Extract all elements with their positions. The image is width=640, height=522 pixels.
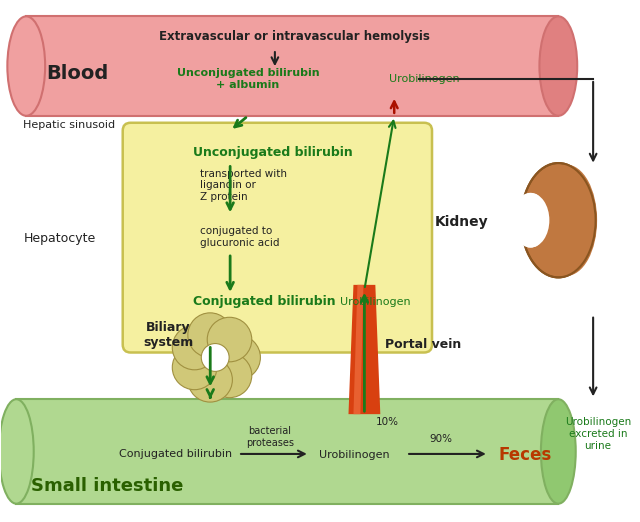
Ellipse shape — [540, 16, 577, 116]
Text: Hepatic sinusoid: Hepatic sinusoid — [23, 120, 115, 130]
FancyBboxPatch shape — [123, 123, 432, 352]
Text: 90%: 90% — [429, 434, 452, 444]
Text: Feces: Feces — [499, 446, 552, 464]
Circle shape — [188, 313, 232, 358]
Ellipse shape — [0, 399, 34, 504]
Ellipse shape — [511, 193, 549, 247]
Text: Urobilinogen
excreted in
urine: Urobilinogen excreted in urine — [565, 418, 631, 450]
Text: transported with
ligandin or
Z protein: transported with ligandin or Z protein — [200, 169, 287, 202]
Text: bacterial
proteases: bacterial proteases — [246, 426, 294, 448]
Text: Unconjugated bilirubin
+ albumin: Unconjugated bilirubin + albumin — [177, 68, 319, 90]
Circle shape — [216, 335, 260, 379]
Ellipse shape — [541, 399, 576, 504]
Text: Kidney: Kidney — [435, 215, 489, 229]
Text: Unconjugated bilirubin: Unconjugated bilirubin — [193, 146, 353, 159]
Ellipse shape — [521, 163, 596, 277]
Text: Portal vein: Portal vein — [385, 338, 461, 351]
PathPatch shape — [353, 285, 364, 414]
Circle shape — [172, 345, 217, 390]
Text: Urobilinogen: Urobilinogen — [340, 297, 410, 307]
Ellipse shape — [511, 193, 549, 247]
Text: Urobilinogen: Urobilinogen — [319, 450, 390, 460]
Text: Blood: Blood — [46, 64, 108, 82]
Bar — [16, 399, 558, 504]
Circle shape — [172, 325, 217, 370]
Text: Conjugated bilirubin: Conjugated bilirubin — [193, 295, 336, 309]
Text: Urobilinogen: Urobilinogen — [389, 74, 460, 84]
Circle shape — [188, 358, 232, 402]
Ellipse shape — [536, 164, 597, 276]
Text: Extravascular or intravascular hemolysis: Extravascular or intravascular hemolysis — [159, 30, 430, 43]
PathPatch shape — [348, 285, 380, 414]
Text: Conjugated bilirubin: Conjugated bilirubin — [119, 449, 232, 459]
Circle shape — [207, 317, 252, 362]
Text: conjugated to
glucuronic acid: conjugated to glucuronic acid — [200, 227, 280, 248]
Text: Small intestine: Small intestine — [31, 477, 184, 495]
Circle shape — [207, 353, 252, 398]
Circle shape — [202, 343, 229, 371]
Text: Hepatocyte: Hepatocyte — [23, 232, 95, 245]
Ellipse shape — [7, 16, 45, 116]
Text: Biliary
system: Biliary system — [143, 321, 193, 349]
Bar — [26, 16, 558, 116]
Text: 10%: 10% — [375, 417, 398, 427]
